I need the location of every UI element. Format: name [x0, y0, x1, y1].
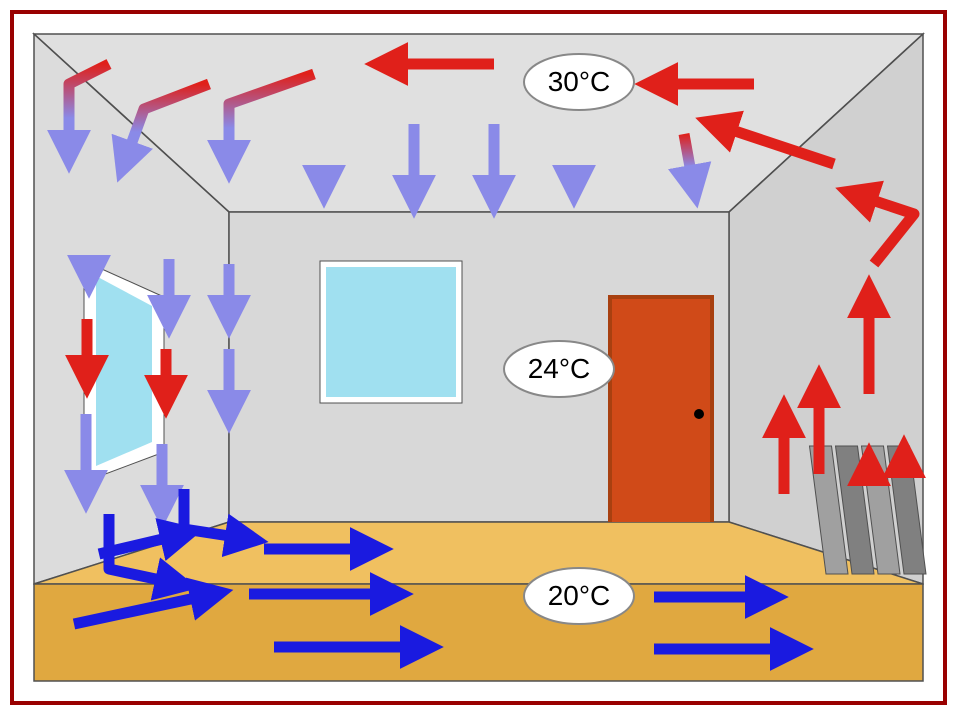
back-window-glass	[326, 267, 456, 397]
room-convection-diagram: 30°C 24°C 20°C	[14, 14, 943, 701]
temperature-label: 24°C	[528, 353, 591, 384]
diagram-frame: 30°C 24°C 20°C	[10, 10, 947, 705]
temperature-label: 30°C	[548, 66, 611, 97]
temperature-label: 20°C	[548, 580, 611, 611]
door	[612, 299, 710, 522]
door-handle	[694, 409, 704, 419]
left-window-glass	[96, 276, 152, 466]
